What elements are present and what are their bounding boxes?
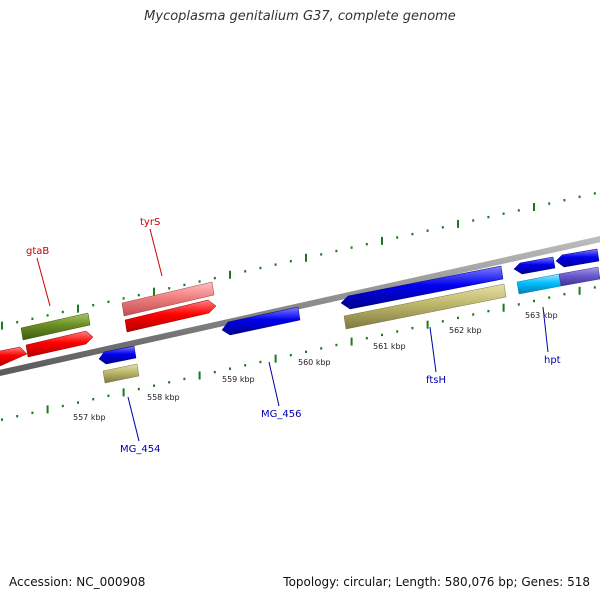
feature-ftsH-misc[interactable] xyxy=(343,283,507,330)
lower-tick-track xyxy=(1,286,596,421)
feature-hpt-violet[interactable] xyxy=(558,266,600,287)
tick-label-562: 562 kbp xyxy=(449,326,482,335)
tick-label-557: 557 kbp xyxy=(73,413,106,422)
feature-ftsH-cds[interactable] xyxy=(340,265,504,310)
leader-MG_456 xyxy=(268,361,280,407)
tick-label-559: 559 kbp xyxy=(222,375,255,384)
feature-tyrS-cds[interactable] xyxy=(124,299,217,333)
feature-MG_454-cds[interactable] xyxy=(98,345,137,365)
feature-red-left-arrow[interactable] xyxy=(0,346,28,367)
leader-ftsH xyxy=(429,326,437,373)
feature-hpt-cyan[interactable] xyxy=(516,273,562,295)
tick-label-563: 563 kbp xyxy=(525,311,558,320)
gene-label-hpt[interactable]: hpt xyxy=(544,355,561,366)
accession-text: Accession: NC_000908 xyxy=(9,575,146,589)
gene-label-MG_456[interactable]: MG_456 xyxy=(261,409,301,420)
genome-stats-text: Topology: circular; Length: 580,076 bp; … xyxy=(283,575,590,589)
gene-label-ftsH[interactable]: ftsH xyxy=(426,375,446,386)
gene-label-MG_454[interactable]: MG_454 xyxy=(120,444,160,455)
tick-label-561: 561 kbp xyxy=(373,342,406,351)
map-title: Mycoplasma genitalium G37, complete geno… xyxy=(144,9,456,24)
leader-MG_454 xyxy=(127,396,140,442)
feature-red-arrow-1[interactable] xyxy=(25,330,94,358)
gene-label-tyrS[interactable]: tyrS xyxy=(140,217,160,228)
feature-hpt-cds-right[interactable] xyxy=(555,248,600,268)
tick-label-558: 558 kbp xyxy=(147,393,180,402)
leader-gtaB xyxy=(36,257,51,307)
leader-hpt xyxy=(542,306,549,353)
leader-tyrS xyxy=(149,228,163,277)
gene-label-gtaB[interactable]: gtaB xyxy=(26,246,49,257)
feature-gtaB-rna[interactable] xyxy=(20,312,91,341)
genome-backbone xyxy=(0,236,600,376)
upper-tick-track xyxy=(1,192,596,330)
feature-MG_454-misc[interactable] xyxy=(102,363,140,384)
feature-hpt-cds-left[interactable] xyxy=(513,256,556,275)
tick-label-560: 560 kbp xyxy=(298,358,331,367)
feature-tyrS-light[interactable] xyxy=(121,281,215,317)
feature-MG_456-cds[interactable] xyxy=(221,306,301,336)
